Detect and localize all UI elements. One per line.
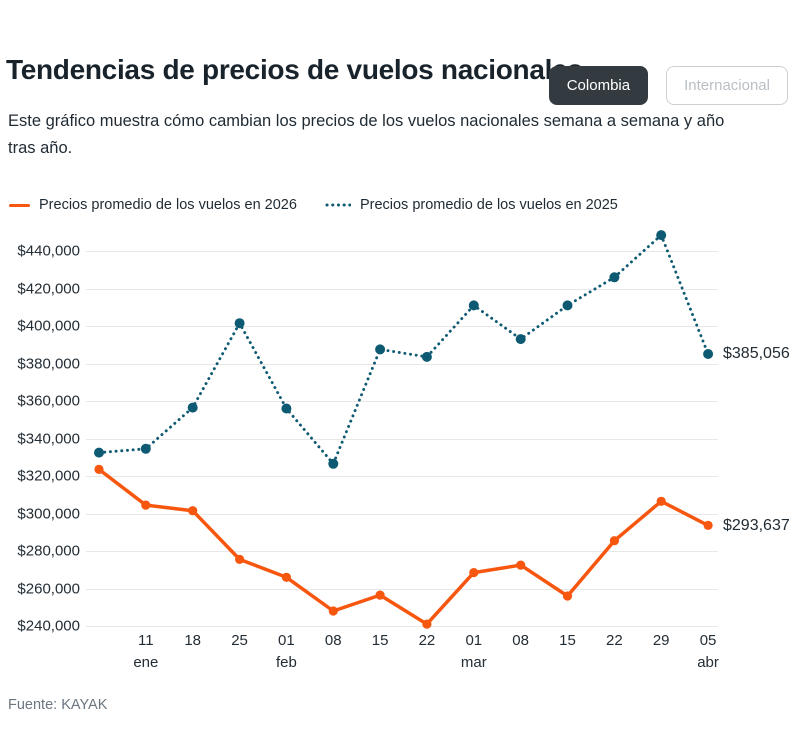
x-axis-day-label: 25: [231, 632, 248, 650]
data-point-dot: [703, 349, 714, 360]
y-axis-label: $340,000: [17, 430, 80, 448]
legend-label-2025: Precios promedio de los vuelos en 2025: [359, 197, 618, 214]
legend-swatch-2025-dotted-line: [325, 201, 351, 209]
data-point-dot: [469, 568, 479, 578]
source-attribution: Fuente: KAYAK: [8, 697, 108, 714]
data-point-dot: [515, 334, 526, 345]
gridline: [86, 476, 718, 478]
price-trend-line-chart: $440,000 $420,000 $400,000 $380,000 $360,000…: [0, 217, 792, 677]
data-point-dot: [281, 403, 292, 414]
data-point-dot: [562, 300, 573, 311]
data-point-dot: [187, 403, 198, 414]
data-point-dot: [656, 230, 667, 241]
y-axis-label: $420,000: [17, 280, 80, 298]
chart-description: Este gráfico muestra cómo cambian los pr…: [8, 112, 725, 158]
data-point-dot: [468, 300, 479, 311]
data-point-dot: [188, 506, 198, 516]
scope-toggle-group: Colombia Internacional: [548, 66, 788, 105]
legend-item-2026: Precios promedio de los vuelos en 2026: [9, 197, 297, 213]
price-line-2025: [97, 233, 710, 467]
y-axis-label: $240,000: [17, 617, 80, 635]
gridline: [86, 438, 718, 440]
data-point-dot: [281, 573, 291, 583]
y-axis-label: $320,000: [17, 467, 80, 485]
x-axis-day-label: 29: [652, 632, 670, 650]
x-axis-day-label: 15: [559, 632, 576, 650]
data-point-dot: [94, 448, 104, 459]
x-axis-day-label: 08: [512, 632, 529, 650]
x-axis-day-label: 15: [371, 632, 389, 650]
x-axis-day-label: 22: [418, 632, 436, 650]
x-axis-month-label: abr: [697, 654, 719, 672]
data-point-dot: [656, 497, 666, 507]
x-axis-day-label: 05: [699, 632, 717, 650]
data-point-dot: [141, 500, 151, 511]
data-point-dot: [328, 606, 338, 617]
data-point-dot: [421, 352, 432, 363]
page-title: Tendencias de precios de vuelos nacional…: [6, 54, 583, 85]
internacional-toggle-button[interactable]: Internacional: [666, 66, 788, 105]
x-axis-day-label: 18: [184, 632, 202, 650]
x-axis-day-label: 22: [606, 632, 623, 650]
data-point-dot: [609, 272, 620, 283]
data-point-dot: [94, 465, 104, 475]
data-point-dot: [235, 555, 245, 565]
data-point-dot: [422, 619, 432, 630]
y-axis-label: $400,000: [17, 317, 80, 335]
gridline: [86, 401, 718, 403]
x-axis-month-label: mar: [460, 654, 487, 672]
y-axis-label: $300,000: [17, 505, 80, 523]
gridline: [86, 626, 718, 628]
gridline: [86, 588, 718, 590]
x-axis-day-label: 11: [138, 632, 154, 650]
gridline: [86, 551, 718, 553]
last-value-label: $293,637: [723, 516, 790, 534]
gridline: [86, 363, 718, 365]
x-axis-month-label: ene: [133, 654, 159, 672]
gridline: [86, 513, 718, 515]
data-point-dot: [328, 459, 339, 470]
data-point-dot: [516, 560, 526, 571]
gridline: [86, 288, 718, 290]
data-point-dot: [234, 318, 245, 329]
data-point-dot: [703, 521, 713, 531]
price-line-2026: [97, 468, 710, 627]
data-point-dot: [375, 590, 385, 601]
legend-label-2026: Precios promedio de los vuelos en 2026: [39, 197, 297, 214]
gridline: [86, 326, 718, 328]
y-axis-label: $380,000: [17, 355, 80, 373]
legend-item-2025: Precios promedio de los vuelos en 2025: [325, 197, 618, 213]
y-axis-label: $440,000: [17, 242, 80, 260]
legend-swatch-2026-solid-line: [9, 203, 30, 208]
price-trends-widget: Colombia Internacional Tendencias de pre…: [0, 52, 792, 732]
data-point-dot: [609, 536, 620, 546]
x-axis-day-label: 01: [465, 632, 483, 650]
data-point-dot: [140, 444, 151, 455]
plot-canvas: [94, 230, 714, 630]
x-axis-day-label: 01: [278, 632, 295, 650]
y-axis-label: $260,000: [17, 580, 80, 598]
data-point-dot: [375, 344, 386, 355]
x-axis-day-label: 08: [324, 632, 342, 650]
chart-legend: Precios promedio de los vuelos en 2026 P…: [9, 195, 792, 215]
last-value-label: $385,056: [723, 345, 790, 363]
colombia-toggle-button[interactable]: Colombia: [548, 66, 649, 105]
y-axis-label: $360,000: [17, 392, 80, 410]
x-axis-month-label: feb: [275, 654, 297, 672]
y-axis-label: $280,000: [17, 542, 80, 560]
data-point-dot: [562, 591, 573, 602]
gridline: [86, 251, 718, 253]
